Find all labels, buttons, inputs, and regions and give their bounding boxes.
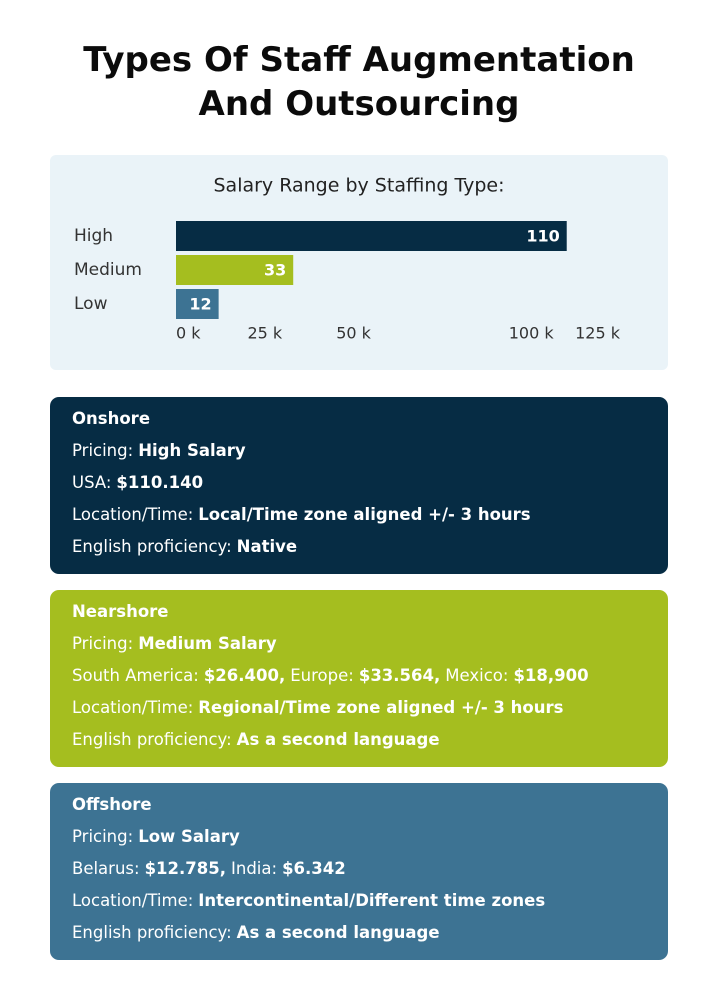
category-label: High (74, 226, 113, 246)
chart-title: Salary Range by Staffing Type: (213, 175, 504, 197)
field-label: Pricing: (72, 441, 134, 460)
x-tick-label: 50 k (336, 324, 371, 343)
info-card: Onshore Pricing: High Salary USA: $110.140 Lo… (50, 397, 668, 574)
card-line: USA: $110.140 (72, 473, 668, 505)
field-label: India: (231, 859, 278, 878)
field-label: Pricing: (72, 827, 134, 846)
field-value: Low Salary (138, 827, 240, 846)
field-value: As a second language (236, 730, 440, 749)
field-value: Native (236, 537, 298, 556)
field-label: Europe: (290, 666, 354, 685)
bar (176, 289, 219, 319)
card-line: Belarus: $12.785, India: $6.342 (72, 859, 668, 891)
field-value: High Salary (138, 441, 246, 460)
card-title: Nearshore (72, 602, 169, 621)
field-value: $26.400, (203, 666, 286, 685)
field-value: Medium Salary (138, 634, 277, 653)
field-label: English proficiency: (72, 537, 232, 556)
category-label: Low (74, 294, 108, 314)
card-line: English proficiency: As a second language (72, 923, 668, 955)
category-label: Medium (74, 260, 142, 280)
field-label: South America: (72, 666, 199, 685)
card-line: South America: $26.400, Europe: $33.564, Mex… (72, 666, 668, 698)
x-tick-label: 0 k (176, 324, 201, 343)
card-line: Pricing: High Salary (72, 441, 668, 473)
card-line: Location/Time: Regional/Time zone aligned… (72, 698, 668, 730)
bar-value-label: 33 (264, 261, 286, 280)
info-card: Offshore Pricing: Low Salary Belarus: $12.78… (50, 783, 668, 960)
field-label: Belarus: (72, 859, 140, 878)
card-title: Onshore (72, 409, 151, 428)
card-line: English proficiency: As a second language (72, 730, 668, 762)
bar-value-label: 110 (526, 227, 559, 246)
field-value: $6.342 (282, 859, 346, 878)
field-value: $12.785, (144, 859, 226, 878)
field-value: Regional/Time zone aligned +/- 3 hours (198, 698, 564, 717)
chart: Salary Range by Staffing Type: 0 k 25 k 50… (74, 175, 621, 343)
bar-value-label: 12 (189, 295, 211, 314)
field-label: Location/Time: (72, 698, 194, 717)
field-label: Location/Time: (72, 505, 194, 524)
field-value: As a second language (236, 923, 440, 942)
card-line: Pricing: Medium Salary (72, 634, 668, 666)
card-line: Location/Time: Intercontinental/Different… (72, 891, 668, 923)
card-line: English proficiency: Native (72, 537, 668, 569)
field-label: Location/Time: (72, 891, 194, 910)
field-value: $33.564, (358, 666, 441, 685)
field-label: USA: (72, 473, 112, 492)
page-title: Types Of Staff Augmentation And Outsourc… (83, 40, 635, 124)
x-tick-label: 125 k (575, 324, 621, 343)
bar (176, 255, 294, 285)
field-label: Mexico: (445, 666, 509, 685)
card-title: Offshore (72, 795, 152, 814)
bar (176, 221, 567, 251)
field-value: Intercontinental/Different time zones (198, 891, 546, 910)
field-value: Local/Time zone aligned +/- 3 hours (198, 505, 531, 524)
x-tick-label: 25 k (247, 324, 282, 343)
info-card: Nearshore Pricing: Medium Salary South Amer… (50, 590, 668, 767)
card-line: Location/Time: Local/Time zone aligned +/… (72, 505, 668, 537)
field-value: $110.140 (116, 473, 204, 492)
field-label: Pricing: (72, 634, 134, 653)
card-line: Pricing: Low Salary (72, 827, 668, 859)
chart-panel: Salary Range by Staffing Type: 0 k 25 k 50… (50, 155, 668, 370)
field-value: $18,900 (513, 666, 589, 685)
x-tick-label: 100 k (509, 324, 555, 343)
field-label: English proficiency: (72, 923, 232, 942)
field-label: English proficiency: (72, 730, 232, 749)
